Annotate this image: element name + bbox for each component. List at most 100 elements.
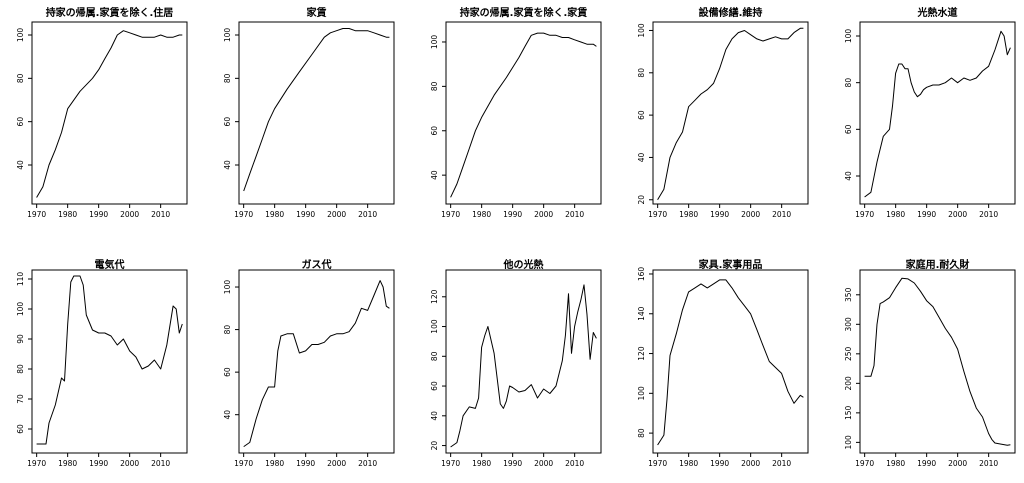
x-tick-label: 1990 [296, 210, 315, 219]
x-tick-label: 1980 [265, 210, 284, 219]
x-tick-label: 2000 [948, 210, 967, 219]
panel-2: 家賃 1970 1980 1990 2000 2010 40 60 80 100 [223, 6, 395, 219]
plot-frame [31, 269, 188, 454]
x-tick-label: 2000 [741, 210, 760, 219]
x-tick-label: 1980 [472, 210, 491, 219]
x-tick-label: 1970 [234, 210, 253, 219]
y-tick-label: 40 [637, 152, 646, 162]
panel-5: 光熱水道 1970 1980 1990 2000 2010 40 60 80 100 [844, 6, 1016, 219]
x-tick-label: 1980 [58, 459, 77, 468]
series-line [657, 279, 804, 446]
y-tick-label: 40 [223, 160, 232, 170]
y-tick-label: 80 [637, 68, 646, 78]
y-tick-label: 100 [844, 435, 853, 450]
x-tick-label: 1990 [917, 459, 936, 468]
x-tick-label: 1990 [503, 459, 522, 468]
x-tick-label: 2010 [151, 210, 170, 219]
y-tick-label: 150 [844, 405, 853, 420]
plot-frame [859, 21, 1016, 205]
series-line [450, 284, 597, 448]
x-tick-label: 1970 [855, 210, 874, 219]
y-tick-label: 100 [223, 280, 232, 295]
y-tick-label: 90 [16, 334, 25, 344]
x-tick-label: 2000 [327, 210, 346, 219]
y-tick-label: 100 [16, 28, 25, 43]
panel-title: 電気代 [95, 258, 125, 271]
x-tick-label: 2010 [979, 210, 998, 219]
x-tick-label: 2000 [534, 210, 553, 219]
y-tick-label: 80 [223, 325, 232, 335]
panel-title: 家庭用.耐久財 [906, 258, 970, 271]
panel-3: 持家の帰属.家賃を除く.家賃 1970 1980 1990 2000 2010 40 60 80… [430, 6, 602, 219]
y-tick-label: 80 [637, 428, 646, 438]
panel-9: 家具.家事用品 1970 1980 1990 2000 2010 80 100 120 140 16… [637, 258, 809, 468]
y-tick-label: 40 [16, 160, 25, 170]
series-line [243, 28, 390, 192]
y-tick-label: 250 [844, 346, 853, 361]
panel-title: 光熱水道 [917, 6, 958, 19]
panel-title: 持家の帰属.家賃を除く.家賃 [460, 6, 588, 19]
y-tick-label: 100 [223, 28, 232, 43]
series-line [657, 27, 804, 201]
y-tick-label: 200 [844, 376, 853, 391]
x-tick-label: 2010 [151, 459, 170, 468]
panel-8: 他の光熱 1970 1980 1990 2000 2010 20 40 60 80 100 120 [430, 258, 602, 468]
series-line [450, 32, 597, 198]
x-tick-label: 1970 [441, 210, 460, 219]
y-tick-label: 120 [430, 289, 439, 304]
x-tick-label: 2000 [534, 459, 553, 468]
panel-6: 電気代 1970 1980 1990 2000 2010 60 70 80 90 100 110 [16, 258, 188, 468]
x-tick-label: 2000 [948, 459, 967, 468]
x-tick-label: 1990 [89, 459, 108, 468]
y-tick-label: 60 [16, 424, 25, 434]
y-tick-label: 100 [637, 386, 646, 401]
panel-title: ガス代 [302, 258, 332, 271]
series-line [243, 280, 390, 448]
x-tick-label: 1980 [886, 210, 905, 219]
x-tick-label: 1980 [679, 210, 698, 219]
panel-title: 家具.家事用品 [699, 258, 763, 271]
x-tick-label: 1970 [855, 459, 874, 468]
y-tick-label: 80 [430, 351, 439, 361]
panel-1: 持家の帰属.家賃を除く.住居 1970 1980 1990 2000 2010 40 60 80… [16, 6, 188, 219]
x-tick-label: 2000 [327, 459, 346, 468]
x-tick-label: 2010 [565, 459, 584, 468]
x-tick-label: 2000 [120, 210, 139, 219]
series-line [864, 277, 1011, 446]
series-line [36, 275, 183, 445]
x-tick-label: 1990 [296, 459, 315, 468]
x-tick-label: 2010 [979, 459, 998, 468]
x-tick-label: 2010 [358, 210, 377, 219]
panel-4: 設備修繕.維持 1970 1980 1990 2000 2010 20 40 60 80 100 [637, 6, 809, 219]
y-tick-label: 80 [16, 73, 25, 83]
x-tick-label: 1990 [89, 210, 108, 219]
plot-frame [238, 21, 395, 205]
panel-title: 他の光熱 [503, 258, 544, 271]
x-tick-label: 1970 [648, 459, 667, 468]
y-tick-label: 60 [16, 117, 25, 127]
y-tick-label: 160 [637, 267, 646, 282]
panel-title: 設備修繕.維持 [699, 6, 763, 19]
y-tick-label: 70 [16, 394, 25, 404]
panel-10: 家庭用.耐久財 1970 1980 1990 2000 2010 100 150 200 250 3… [844, 258, 1016, 468]
x-tick-label: 2010 [565, 210, 584, 219]
x-tick-label: 2000 [741, 459, 760, 468]
x-tick-label: 1970 [27, 459, 46, 468]
y-tick-label: 100 [16, 302, 25, 317]
plot-frame [652, 21, 809, 205]
x-tick-label: 1980 [472, 459, 491, 468]
series-line [864, 30, 1011, 198]
y-tick-label: 60 [223, 367, 232, 377]
plot-frame [445, 269, 602, 454]
y-tick-label: 60 [223, 117, 232, 127]
y-tick-label: 100 [637, 23, 646, 38]
series-line [36, 30, 183, 198]
plot-frame [31, 21, 188, 205]
x-tick-label: 1980 [58, 210, 77, 219]
y-tick-label: 120 [637, 346, 646, 361]
plot-frame [445, 21, 602, 205]
y-tick-label: 60 [430, 126, 439, 136]
panel-7: ガス代 1970 1980 1990 2000 2010 40 60 80 100 [223, 258, 395, 468]
x-tick-label: 1970 [648, 210, 667, 219]
y-tick-label: 60 [430, 381, 439, 391]
